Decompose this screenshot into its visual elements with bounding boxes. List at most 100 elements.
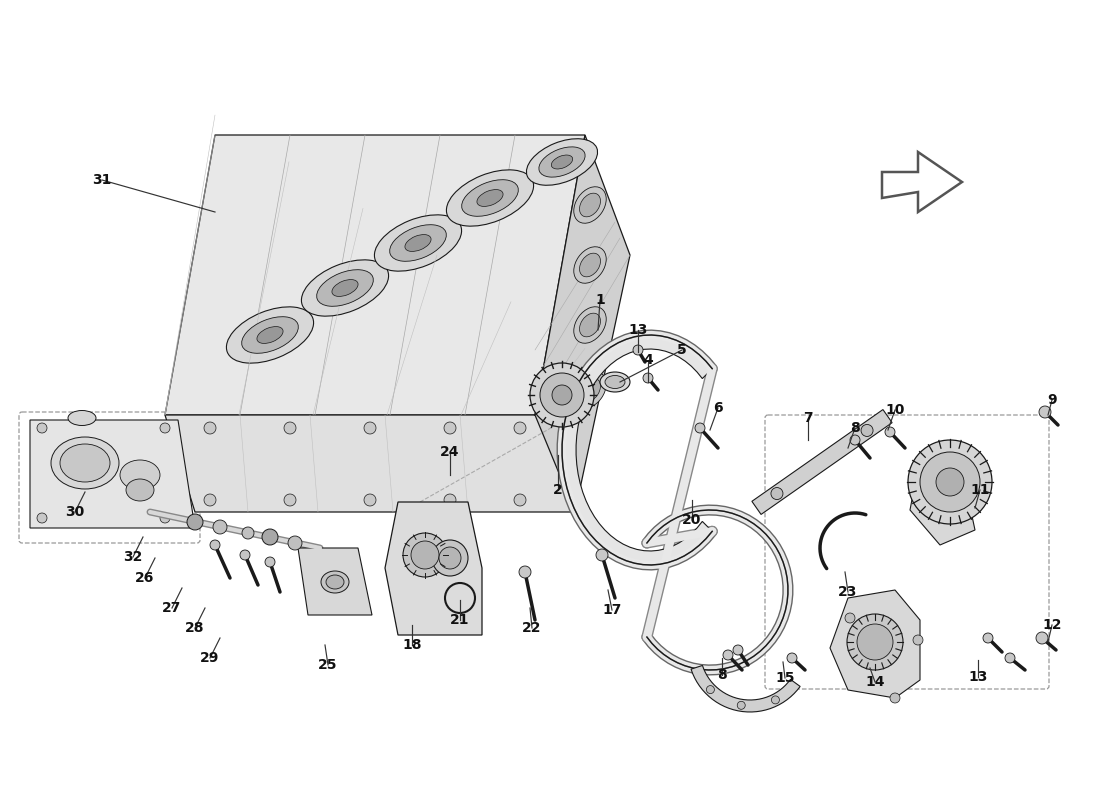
Ellipse shape <box>60 444 110 482</box>
Ellipse shape <box>477 190 503 206</box>
Circle shape <box>288 536 302 550</box>
Circle shape <box>265 557 275 567</box>
Ellipse shape <box>447 170 534 226</box>
Circle shape <box>1036 632 1048 644</box>
Text: 14: 14 <box>866 675 884 689</box>
Circle shape <box>204 494 216 506</box>
Ellipse shape <box>120 460 160 490</box>
Polygon shape <box>691 666 800 712</box>
Circle shape <box>514 422 526 434</box>
Ellipse shape <box>227 307 314 363</box>
Circle shape <box>1005 653 1015 663</box>
Circle shape <box>737 702 745 710</box>
Ellipse shape <box>374 215 462 271</box>
Circle shape <box>514 494 526 506</box>
Ellipse shape <box>405 234 431 251</box>
Circle shape <box>850 435 860 445</box>
Text: 13: 13 <box>968 670 988 684</box>
Text: 31: 31 <box>92 173 112 187</box>
Circle shape <box>644 373 653 383</box>
Circle shape <box>857 624 893 660</box>
Circle shape <box>632 345 644 355</box>
Circle shape <box>364 422 376 434</box>
Circle shape <box>695 423 705 433</box>
Circle shape <box>886 427 895 437</box>
Circle shape <box>444 422 456 434</box>
Text: 28: 28 <box>185 621 205 635</box>
Ellipse shape <box>580 313 601 337</box>
Ellipse shape <box>317 270 373 306</box>
Circle shape <box>983 633 993 643</box>
Text: 18: 18 <box>403 638 421 652</box>
Circle shape <box>432 540 468 576</box>
Circle shape <box>210 540 220 550</box>
Circle shape <box>242 527 254 539</box>
Ellipse shape <box>462 180 518 216</box>
Circle shape <box>262 529 278 545</box>
Circle shape <box>596 549 608 561</box>
Circle shape <box>786 653 798 663</box>
Circle shape <box>403 533 447 577</box>
Polygon shape <box>910 460 975 545</box>
Text: 2: 2 <box>553 483 563 497</box>
Circle shape <box>890 693 900 703</box>
Ellipse shape <box>126 479 154 501</box>
Text: 10: 10 <box>886 403 904 417</box>
Circle shape <box>284 422 296 434</box>
Text: 25: 25 <box>318 658 338 672</box>
Text: 11: 11 <box>970 483 990 497</box>
Polygon shape <box>165 135 585 415</box>
Ellipse shape <box>574 306 606 343</box>
Ellipse shape <box>389 225 447 262</box>
Circle shape <box>861 425 873 437</box>
Text: 4: 4 <box>644 353 653 367</box>
Text: 27: 27 <box>163 601 182 615</box>
Ellipse shape <box>574 186 606 223</box>
Text: 21: 21 <box>450 613 470 627</box>
Ellipse shape <box>600 372 630 392</box>
Text: 8: 8 <box>717 668 727 682</box>
Ellipse shape <box>321 571 349 593</box>
Text: 13: 13 <box>628 323 648 337</box>
Circle shape <box>284 494 296 506</box>
Ellipse shape <box>301 260 388 316</box>
Ellipse shape <box>51 437 119 489</box>
Ellipse shape <box>580 253 601 277</box>
Circle shape <box>1040 406 1050 418</box>
Text: 7: 7 <box>803 411 813 425</box>
Polygon shape <box>752 410 892 514</box>
Text: 22: 22 <box>522 621 541 635</box>
Text: 32: 32 <box>123 550 143 564</box>
Text: 8: 8 <box>850 421 860 435</box>
Ellipse shape <box>257 326 283 343</box>
Text: 5: 5 <box>678 343 686 357</box>
Circle shape <box>845 613 855 623</box>
Ellipse shape <box>326 575 344 589</box>
Text: 1: 1 <box>595 293 605 307</box>
Circle shape <box>213 520 227 534</box>
Ellipse shape <box>580 193 601 217</box>
Ellipse shape <box>68 410 96 426</box>
Ellipse shape <box>551 155 573 169</box>
Polygon shape <box>298 548 372 615</box>
Circle shape <box>771 487 783 499</box>
Circle shape <box>920 452 980 512</box>
Circle shape <box>519 566 531 578</box>
Circle shape <box>160 423 170 433</box>
Circle shape <box>733 645 742 655</box>
Text: 6: 6 <box>713 401 723 415</box>
Text: 29: 29 <box>200 651 220 665</box>
Ellipse shape <box>605 375 625 389</box>
Ellipse shape <box>574 372 606 408</box>
Circle shape <box>706 686 714 694</box>
Polygon shape <box>830 590 920 698</box>
Text: 20: 20 <box>682 513 702 527</box>
Text: 12: 12 <box>1043 618 1062 632</box>
Text: 30: 30 <box>65 505 85 519</box>
Polygon shape <box>882 152 962 212</box>
Ellipse shape <box>574 246 606 283</box>
Circle shape <box>160 513 170 523</box>
Text: 17: 17 <box>603 603 622 617</box>
Ellipse shape <box>580 378 601 402</box>
Polygon shape <box>30 420 195 528</box>
